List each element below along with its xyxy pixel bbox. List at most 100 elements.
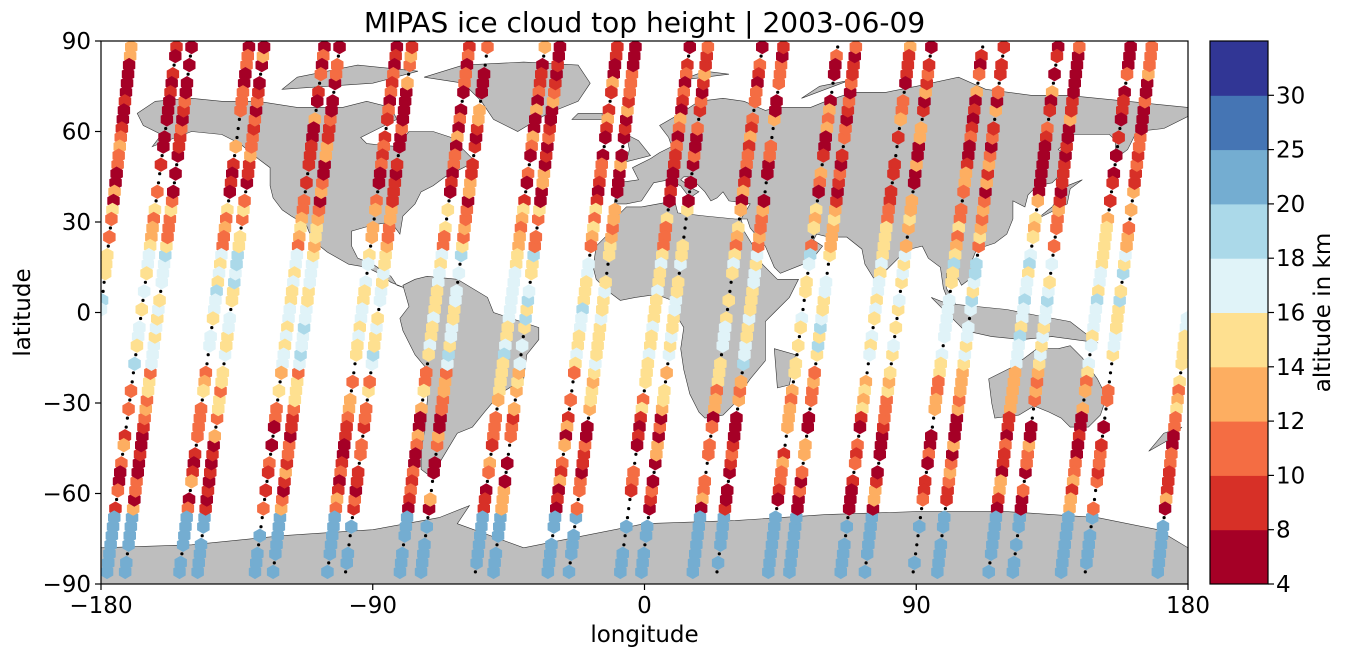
no-cloud-point bbox=[717, 552, 721, 556]
cloud-point-1401 bbox=[1097, 419, 1110, 435]
colorbar-tick-label: 16 bbox=[1276, 301, 1305, 327]
cloud-point-517 bbox=[853, 419, 867, 435]
cloud-point-799 bbox=[208, 429, 221, 444]
cloud-point-451 bbox=[812, 184, 825, 199]
no-cloud-point bbox=[115, 497, 119, 502]
no-cloud-point bbox=[143, 280, 147, 284]
cloud-point-323 bbox=[568, 365, 581, 380]
no-cloud-point bbox=[495, 407, 499, 411]
cloud-point-636 bbox=[1112, 130, 1125, 145]
no-cloud-point bbox=[561, 452, 566, 456]
no-cloud-point bbox=[894, 154, 898, 158]
cloud-point-395 bbox=[748, 94, 762, 109]
cloud-point-913 bbox=[371, 311, 384, 326]
cloud-point-900 bbox=[351, 465, 365, 480]
no-cloud-point bbox=[628, 497, 632, 502]
no-cloud-point bbox=[348, 534, 352, 538]
cloud-point-783 bbox=[183, 57, 196, 73]
no-cloud-point bbox=[726, 479, 731, 483]
no-cloud-point bbox=[683, 226, 687, 230]
no-cloud-point bbox=[206, 353, 210, 357]
no-cloud-point bbox=[898, 289, 903, 293]
no-cloud-point bbox=[235, 135, 239, 140]
cloud-point-592 bbox=[1026, 229, 1040, 245]
cloud-point-905 bbox=[360, 401, 373, 417]
y-tick-label: 30 bbox=[62, 210, 91, 236]
no-cloud-point bbox=[222, 362, 226, 366]
no-cloud-point bbox=[1047, 117, 1051, 121]
no-cloud-point bbox=[567, 407, 572, 411]
cloud-point-1205 bbox=[808, 365, 821, 380]
cloud-point-1094 bbox=[641, 519, 654, 534]
cloud-point-805 bbox=[216, 365, 230, 380]
no-cloud-point bbox=[764, 181, 768, 185]
colorbar-segment bbox=[1210, 529, 1268, 585]
cloud-point-558 bbox=[938, 329, 951, 344]
cloud-point-462 bbox=[792, 338, 805, 353]
no-cloud-point bbox=[1113, 163, 1117, 167]
no-cloud-point bbox=[269, 452, 273, 456]
no-cloud-point bbox=[372, 217, 376, 221]
cloud-point-1136 bbox=[701, 41, 715, 55]
cloud-point-821 bbox=[238, 193, 251, 209]
no-cloud-point bbox=[265, 479, 269, 483]
cloud-point-216 bbox=[422, 347, 435, 362]
no-cloud-point bbox=[495, 543, 499, 547]
cloud-point-1290 bbox=[934, 537, 948, 552]
cloud-point-469 bbox=[781, 419, 794, 435]
cloud-point-1367 bbox=[1045, 257, 1058, 272]
no-cloud-point bbox=[663, 380, 668, 384]
no-cloud-point bbox=[484, 54, 488, 58]
cloud-point-788 bbox=[194, 537, 208, 552]
no-cloud-point bbox=[920, 117, 924, 121]
cloud-point-1393 bbox=[1083, 528, 1097, 543]
cloud-point-328 bbox=[558, 438, 571, 453]
no-cloud-point bbox=[125, 416, 129, 420]
cloud-point-1039 bbox=[562, 564, 576, 580]
no-cloud-point bbox=[384, 126, 388, 131]
cloud-point-1272 bbox=[905, 193, 919, 209]
cloud-point-234 bbox=[398, 528, 411, 543]
chart-title: MIPAS ice cloud top height | 2003-06-09 bbox=[364, 6, 925, 39]
no-cloud-point bbox=[396, 154, 400, 158]
cloud-point-1144 bbox=[721, 483, 734, 498]
no-cloud-point bbox=[1115, 145, 1120, 149]
cloud-point-9 bbox=[157, 139, 170, 154]
colorbar-tick-label: 8 bbox=[1276, 518, 1291, 544]
cloud-point-24 bbox=[130, 338, 144, 353]
no-cloud-point bbox=[1030, 416, 1034, 420]
no-cloud-point bbox=[688, 190, 692, 194]
no-cloud-point bbox=[893, 335, 897, 339]
no-cloud-point bbox=[473, 570, 477, 574]
no-cloud-point bbox=[303, 190, 307, 194]
no-cloud-point bbox=[614, 199, 618, 203]
no-cloud-point bbox=[930, 425, 935, 429]
cloud-point-635 bbox=[1114, 112, 1128, 127]
cloud-point-1180 bbox=[770, 94, 783, 109]
cloud-point-1117 bbox=[671, 275, 685, 290]
no-cloud-point bbox=[447, 199, 451, 203]
no-cloud-point bbox=[1083, 570, 1087, 574]
cloud-point-128 bbox=[261, 465, 275, 480]
no-cloud-point bbox=[1110, 362, 1114, 366]
cloud-point-818 bbox=[233, 229, 247, 245]
no-cloud-point bbox=[1118, 126, 1122, 131]
no-cloud-point bbox=[857, 434, 861, 438]
cloud-point-164 bbox=[350, 347, 363, 362]
no-cloud-point bbox=[801, 307, 805, 312]
no-cloud-point bbox=[677, 271, 681, 275]
cloud-point-991 bbox=[489, 546, 503, 561]
cloud-point-659 bbox=[1078, 383, 1092, 399]
no-cloud-point bbox=[871, 326, 875, 330]
cloud-point-1067 bbox=[599, 275, 612, 290]
cloud-point-529 bbox=[834, 564, 847, 580]
cloud-point-1279 bbox=[914, 121, 928, 136]
cloud-point-67 bbox=[206, 311, 220, 326]
no-cloud-point bbox=[1162, 516, 1166, 520]
no-cloud-point bbox=[377, 307, 381, 312]
no-cloud-point bbox=[306, 172, 310, 176]
cloud-point-589 bbox=[1031, 193, 1044, 209]
no-cloud-point bbox=[327, 561, 331, 565]
no-cloud-point bbox=[1022, 479, 1026, 483]
no-cloud-point bbox=[918, 516, 923, 520]
